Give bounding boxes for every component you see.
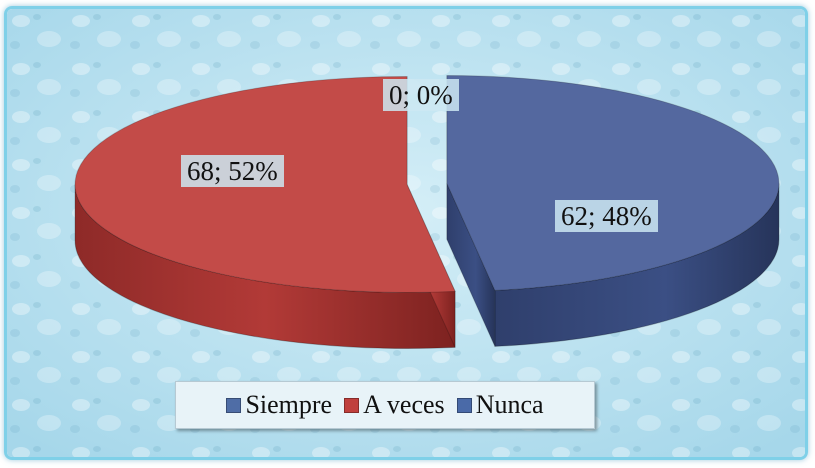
legend-label-siempre: Siempre [245,390,333,419]
pie-slice-sheen-siempre [446,75,779,291]
data-label-a-veces: 68; 52% [181,155,284,187]
pie-slice-siempre [446,75,780,291]
legend-swatch-nunca [456,397,472,413]
legend-swatch-a-veces [344,397,360,413]
legend-item-siempre: Siempre [226,390,332,420]
legend-item-a-veces: A veces [344,390,445,420]
chart-frame: 62; 48% 68; 52% 0; 0% Siempre A veces Nu… [4,6,808,460]
legend-label-a-veces: A veces [363,390,445,419]
data-label-nunca: 0; 0% [383,79,459,111]
legend-swatch-siempre [226,397,242,413]
data-label-siempre: 62; 48% [555,200,658,232]
legend-item-nunca: Nunca [456,390,544,420]
legend-label-nunca: Nunca [475,390,544,419]
chart-legend: Siempre A veces Nunca [175,381,595,429]
